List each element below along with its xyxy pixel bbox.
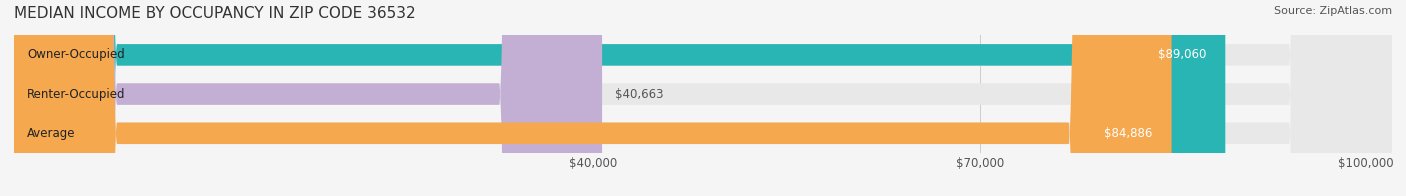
- Text: Renter-Occupied: Renter-Occupied: [27, 88, 125, 101]
- FancyBboxPatch shape: [14, 0, 1225, 196]
- Text: MEDIAN INCOME BY OCCUPANCY IN ZIP CODE 36532: MEDIAN INCOME BY OCCUPANCY IN ZIP CODE 3…: [14, 6, 416, 21]
- Text: Owner-Occupied: Owner-Occupied: [27, 48, 125, 61]
- Text: Source: ZipAtlas.com: Source: ZipAtlas.com: [1274, 6, 1392, 16]
- Text: $89,060: $89,060: [1157, 48, 1206, 61]
- Text: $40,663: $40,663: [614, 88, 664, 101]
- FancyBboxPatch shape: [14, 0, 1171, 196]
- FancyBboxPatch shape: [14, 0, 602, 196]
- FancyBboxPatch shape: [14, 0, 1392, 196]
- FancyBboxPatch shape: [14, 0, 1392, 196]
- Text: $84,886: $84,886: [1104, 127, 1153, 140]
- Text: Average: Average: [27, 127, 76, 140]
- FancyBboxPatch shape: [14, 0, 1392, 196]
